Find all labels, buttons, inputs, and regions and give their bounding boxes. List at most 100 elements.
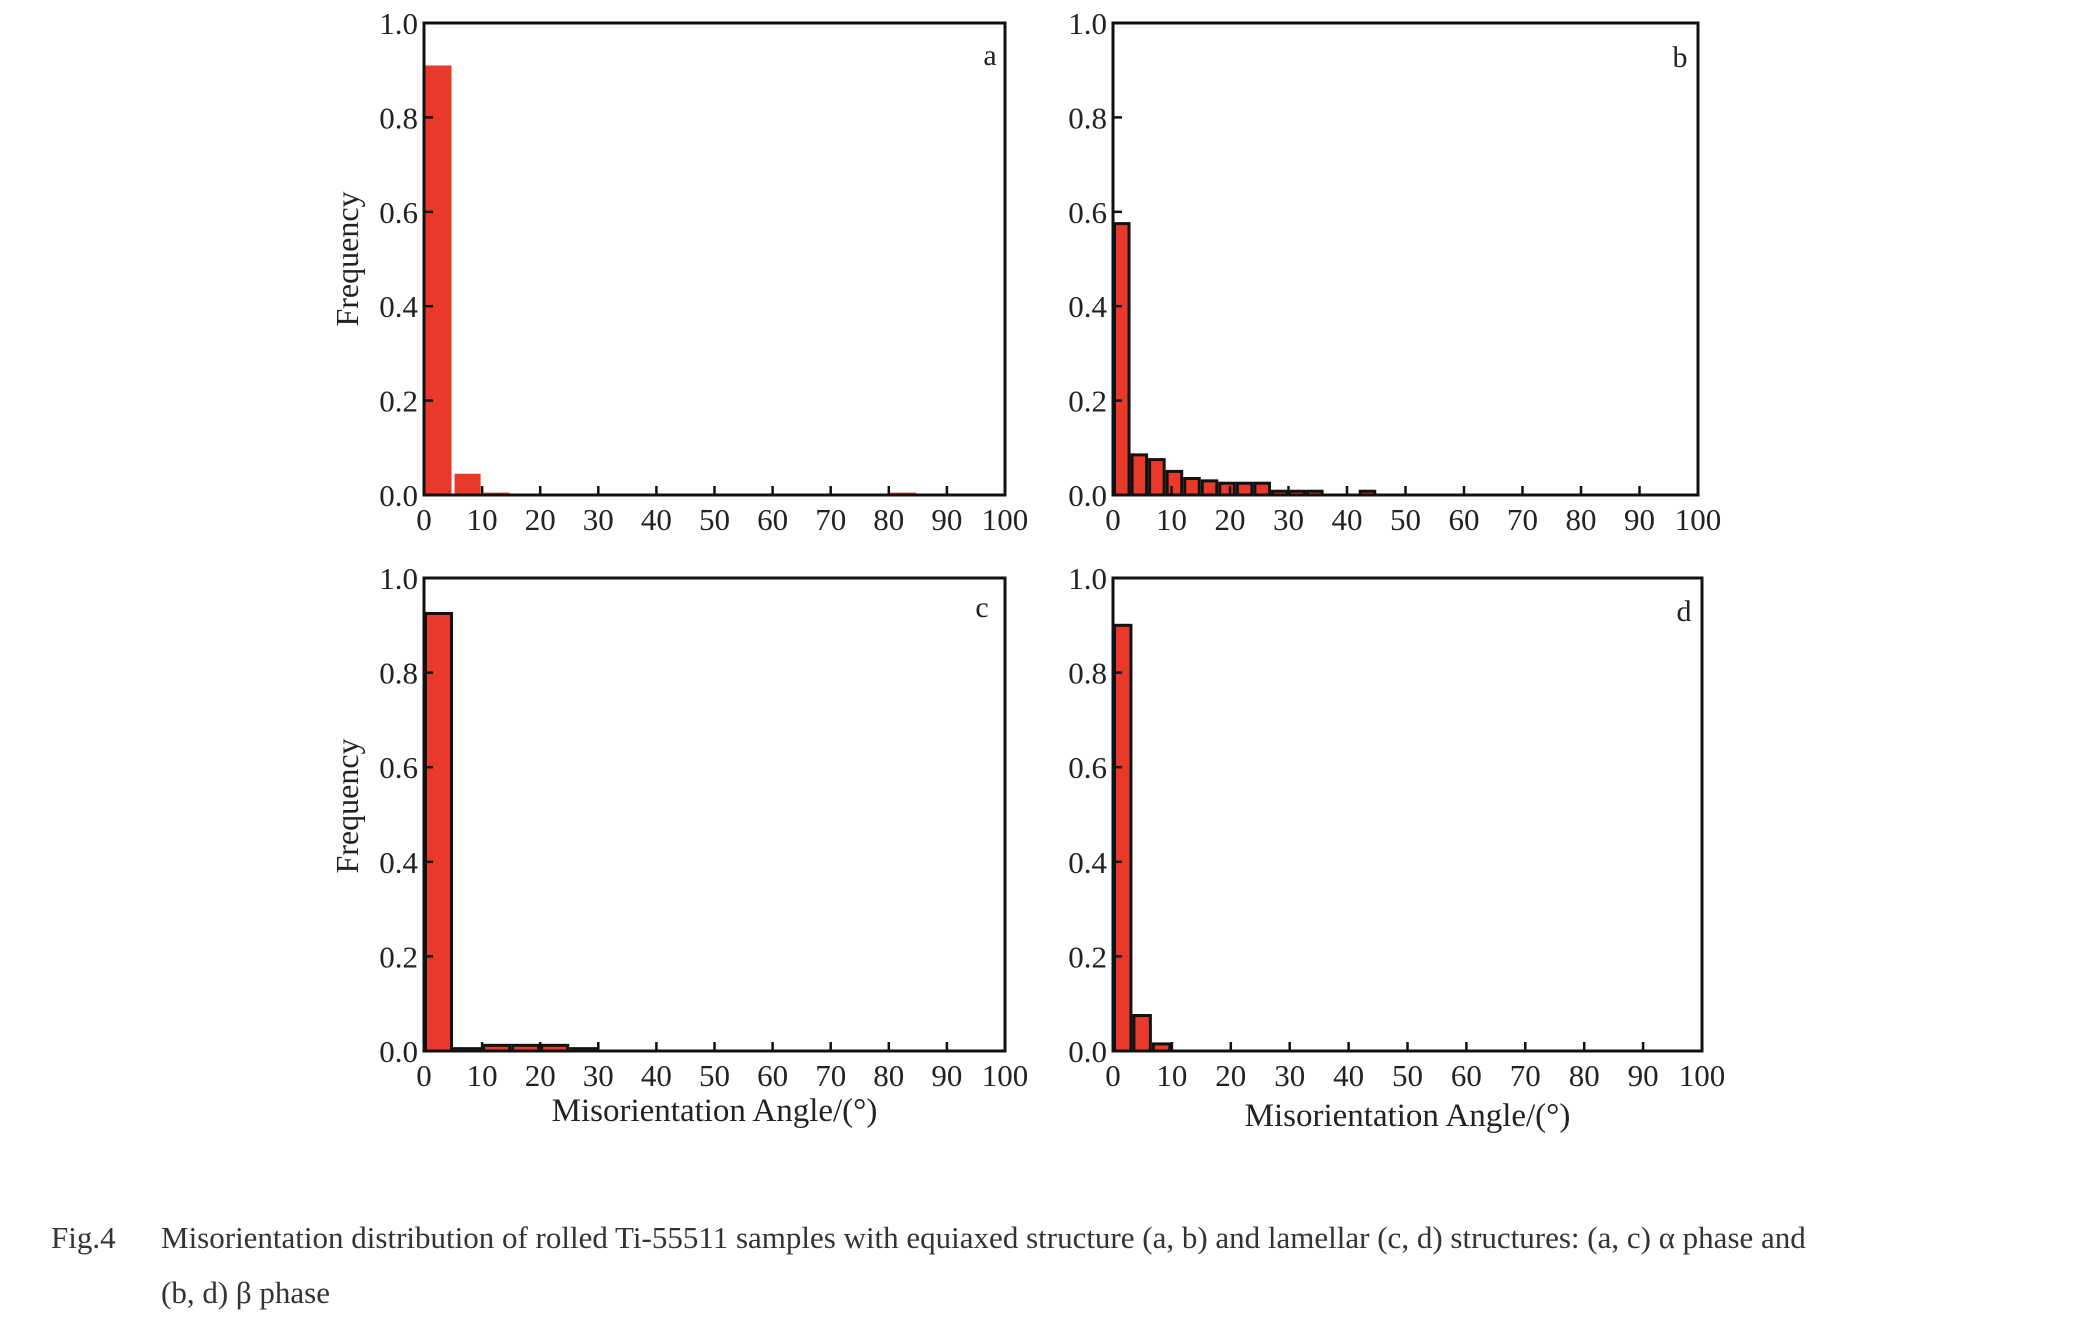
y-tick-label: 0.4 (1068, 845, 1107, 880)
x-tick-label: 50 (1392, 1058, 1423, 1093)
bar (1235, 481, 1254, 497)
figure-number: Fig.4 (51, 1220, 116, 1255)
y-tick-label: 1.0 (379, 6, 418, 41)
panel-a: 0.0 0.2 0.4 0.6 0.8 1.0 0 10 20 30 40 50 60 70 80 90 100… (329, 6, 1028, 537)
x-tick-label: 10 (1156, 502, 1187, 537)
bar (425, 65, 452, 495)
bar (1253, 481, 1271, 497)
bar (1218, 481, 1236, 497)
plot-frame (1111, 21, 1700, 497)
plot-frame (422, 576, 1007, 1053)
x-tick-label: 70 (1510, 1058, 1541, 1093)
panel-label: b (1673, 41, 1688, 74)
y-tick-label: 0.6 (379, 195, 418, 230)
x-tick-label: 60 (757, 502, 788, 537)
x-tick-label: 40 (1333, 1058, 1364, 1093)
caption-text-line1: Misorientation distribution of rolled Ti… (161, 1220, 1806, 1255)
x-tick-label: 60 (1451, 1058, 1482, 1093)
figure-caption: Fig.4 Misorientation distribution of roll… (51, 1210, 2051, 1320)
y-tick-label: 0.8 (1068, 656, 1107, 691)
x-tick-label: 90 (931, 502, 962, 537)
x-tick-label: 40 (641, 502, 672, 537)
x-tick-label: 60 (1449, 502, 1480, 537)
y-axis-title: Frequency (329, 191, 365, 326)
x-tick-label: 20 (1215, 502, 1246, 537)
x-tick-label: 70 (815, 502, 846, 537)
y-tick-label: 0.0 (379, 478, 418, 513)
x-tick-label: 80 (873, 502, 904, 537)
y-tick-label: 0.2 (1068, 939, 1107, 974)
bar (1113, 623, 1133, 1053)
y-tick-label: 1.0 (1068, 561, 1107, 596)
y-tick-label: 0.6 (379, 750, 418, 785)
x-tick-label: 20 (1215, 1058, 1246, 1093)
y-tick-label: 0.2 (379, 939, 418, 974)
x-tick-label: 50 (1390, 502, 1421, 537)
x-tick-label: 70 (1507, 502, 1538, 537)
y-tick-label: 0.2 (1068, 384, 1107, 419)
x-tick-label: 0 (1105, 502, 1121, 537)
y-tick-label: 0.6 (1068, 195, 1107, 230)
x-axis-title: Misorientation Angle/(°) (552, 1093, 878, 1129)
x-tick-label: 90 (1628, 1058, 1659, 1093)
bar (1113, 222, 1131, 497)
y-tick-label: 0.2 (379, 384, 418, 419)
x-tick-label: 40 (1332, 502, 1363, 537)
y-tick-label: 1.0 (379, 561, 418, 596)
panel-label: a (983, 39, 996, 72)
x-tick-label: 60 (757, 1058, 788, 1093)
x-tick-label: 100 (1679, 1058, 1726, 1093)
figure: 0.00.20.40.60.81.00 10 20 30 40 50 60 70 80 90 100… (329, 6, 1725, 1134)
caption-text-line2: (b, d) β phase (161, 1275, 331, 1310)
x-tick-label: 90 (931, 1058, 962, 1093)
x-tick-label: 20 (525, 1058, 556, 1093)
y-tick-label: 0.4 (1068, 289, 1107, 324)
x-tick-label: 50 (699, 1058, 730, 1093)
x-axis-title: Misorientation Angle/(°) (1245, 1098, 1571, 1134)
y-tick-label: 0.8 (379, 100, 418, 135)
x-tick-label: 20 (525, 502, 556, 537)
y-tick-label: 0.0 (1068, 1034, 1107, 1069)
panel-label: d (1677, 595, 1692, 628)
x-tick-label: 100 (982, 1058, 1029, 1093)
y-tick-label: 1.0 (1068, 6, 1107, 41)
bar (454, 473, 481, 495)
x-tick-label: 10 (467, 502, 498, 537)
panel-c: 0.0 0.2 0.4 0.6 0.8 1.0 0 10 20 30 40 50 60 70 80 90 100… (329, 561, 1028, 1129)
x-tick-label: 80 (1566, 502, 1597, 537)
bar (1200, 479, 1219, 497)
x-tick-label: 30 (583, 502, 614, 537)
plot-frame (1111, 576, 1704, 1053)
x-tick-label: 100 (982, 502, 1029, 537)
x-tick-label: 10 (1156, 1058, 1187, 1093)
x-tick-label: 10 (467, 1058, 498, 1093)
x-tick-label: 0 (416, 502, 432, 537)
panel-d: 0.0 0.2 0.4 0.6 0.8 1.0 0 10 20 30 40 50 60 70 80 90 100… (1068, 561, 1725, 1134)
bar (1130, 453, 1149, 497)
x-tick-label: 70 (815, 1058, 846, 1093)
panel-label: c (975, 591, 988, 624)
x-tick-label: 50 (699, 502, 730, 537)
x-tick-label: 80 (873, 1058, 904, 1093)
y-tick-label: 0.8 (379, 656, 418, 691)
x-tick-label: 30 (1273, 502, 1304, 537)
x-tick-label: 0 (416, 1058, 432, 1093)
x-tick-label: 30 (1274, 1058, 1305, 1093)
x-tick-label: 80 (1569, 1058, 1600, 1093)
y-tick-label: 0.4 (379, 289, 418, 324)
y-tick-label: 0.0 (379, 1034, 418, 1069)
bar (1132, 1014, 1152, 1053)
x-tick-label: 30 (583, 1058, 614, 1093)
plot-frame (422, 21, 1007, 497)
bar (1165, 469, 1184, 497)
y-tick-label: 0.0 (1068, 478, 1107, 513)
y-tick-label: 0.4 (379, 845, 418, 880)
panel-b: 0.0 0.2 0.4 0.6 0.8 1.0 0 10 20 30 40 50 60 70 80 90 100… (1068, 6, 1721, 537)
y-axis-title: Frequency (329, 738, 365, 873)
y-tick-label: 0.8 (1068, 100, 1107, 135)
x-tick-label: 90 (1624, 502, 1655, 537)
x-tick-label: 40 (641, 1058, 672, 1093)
y-tick-label: 0.6 (1068, 750, 1107, 785)
bar (424, 611, 454, 1053)
x-tick-label: 100 (1675, 502, 1722, 537)
